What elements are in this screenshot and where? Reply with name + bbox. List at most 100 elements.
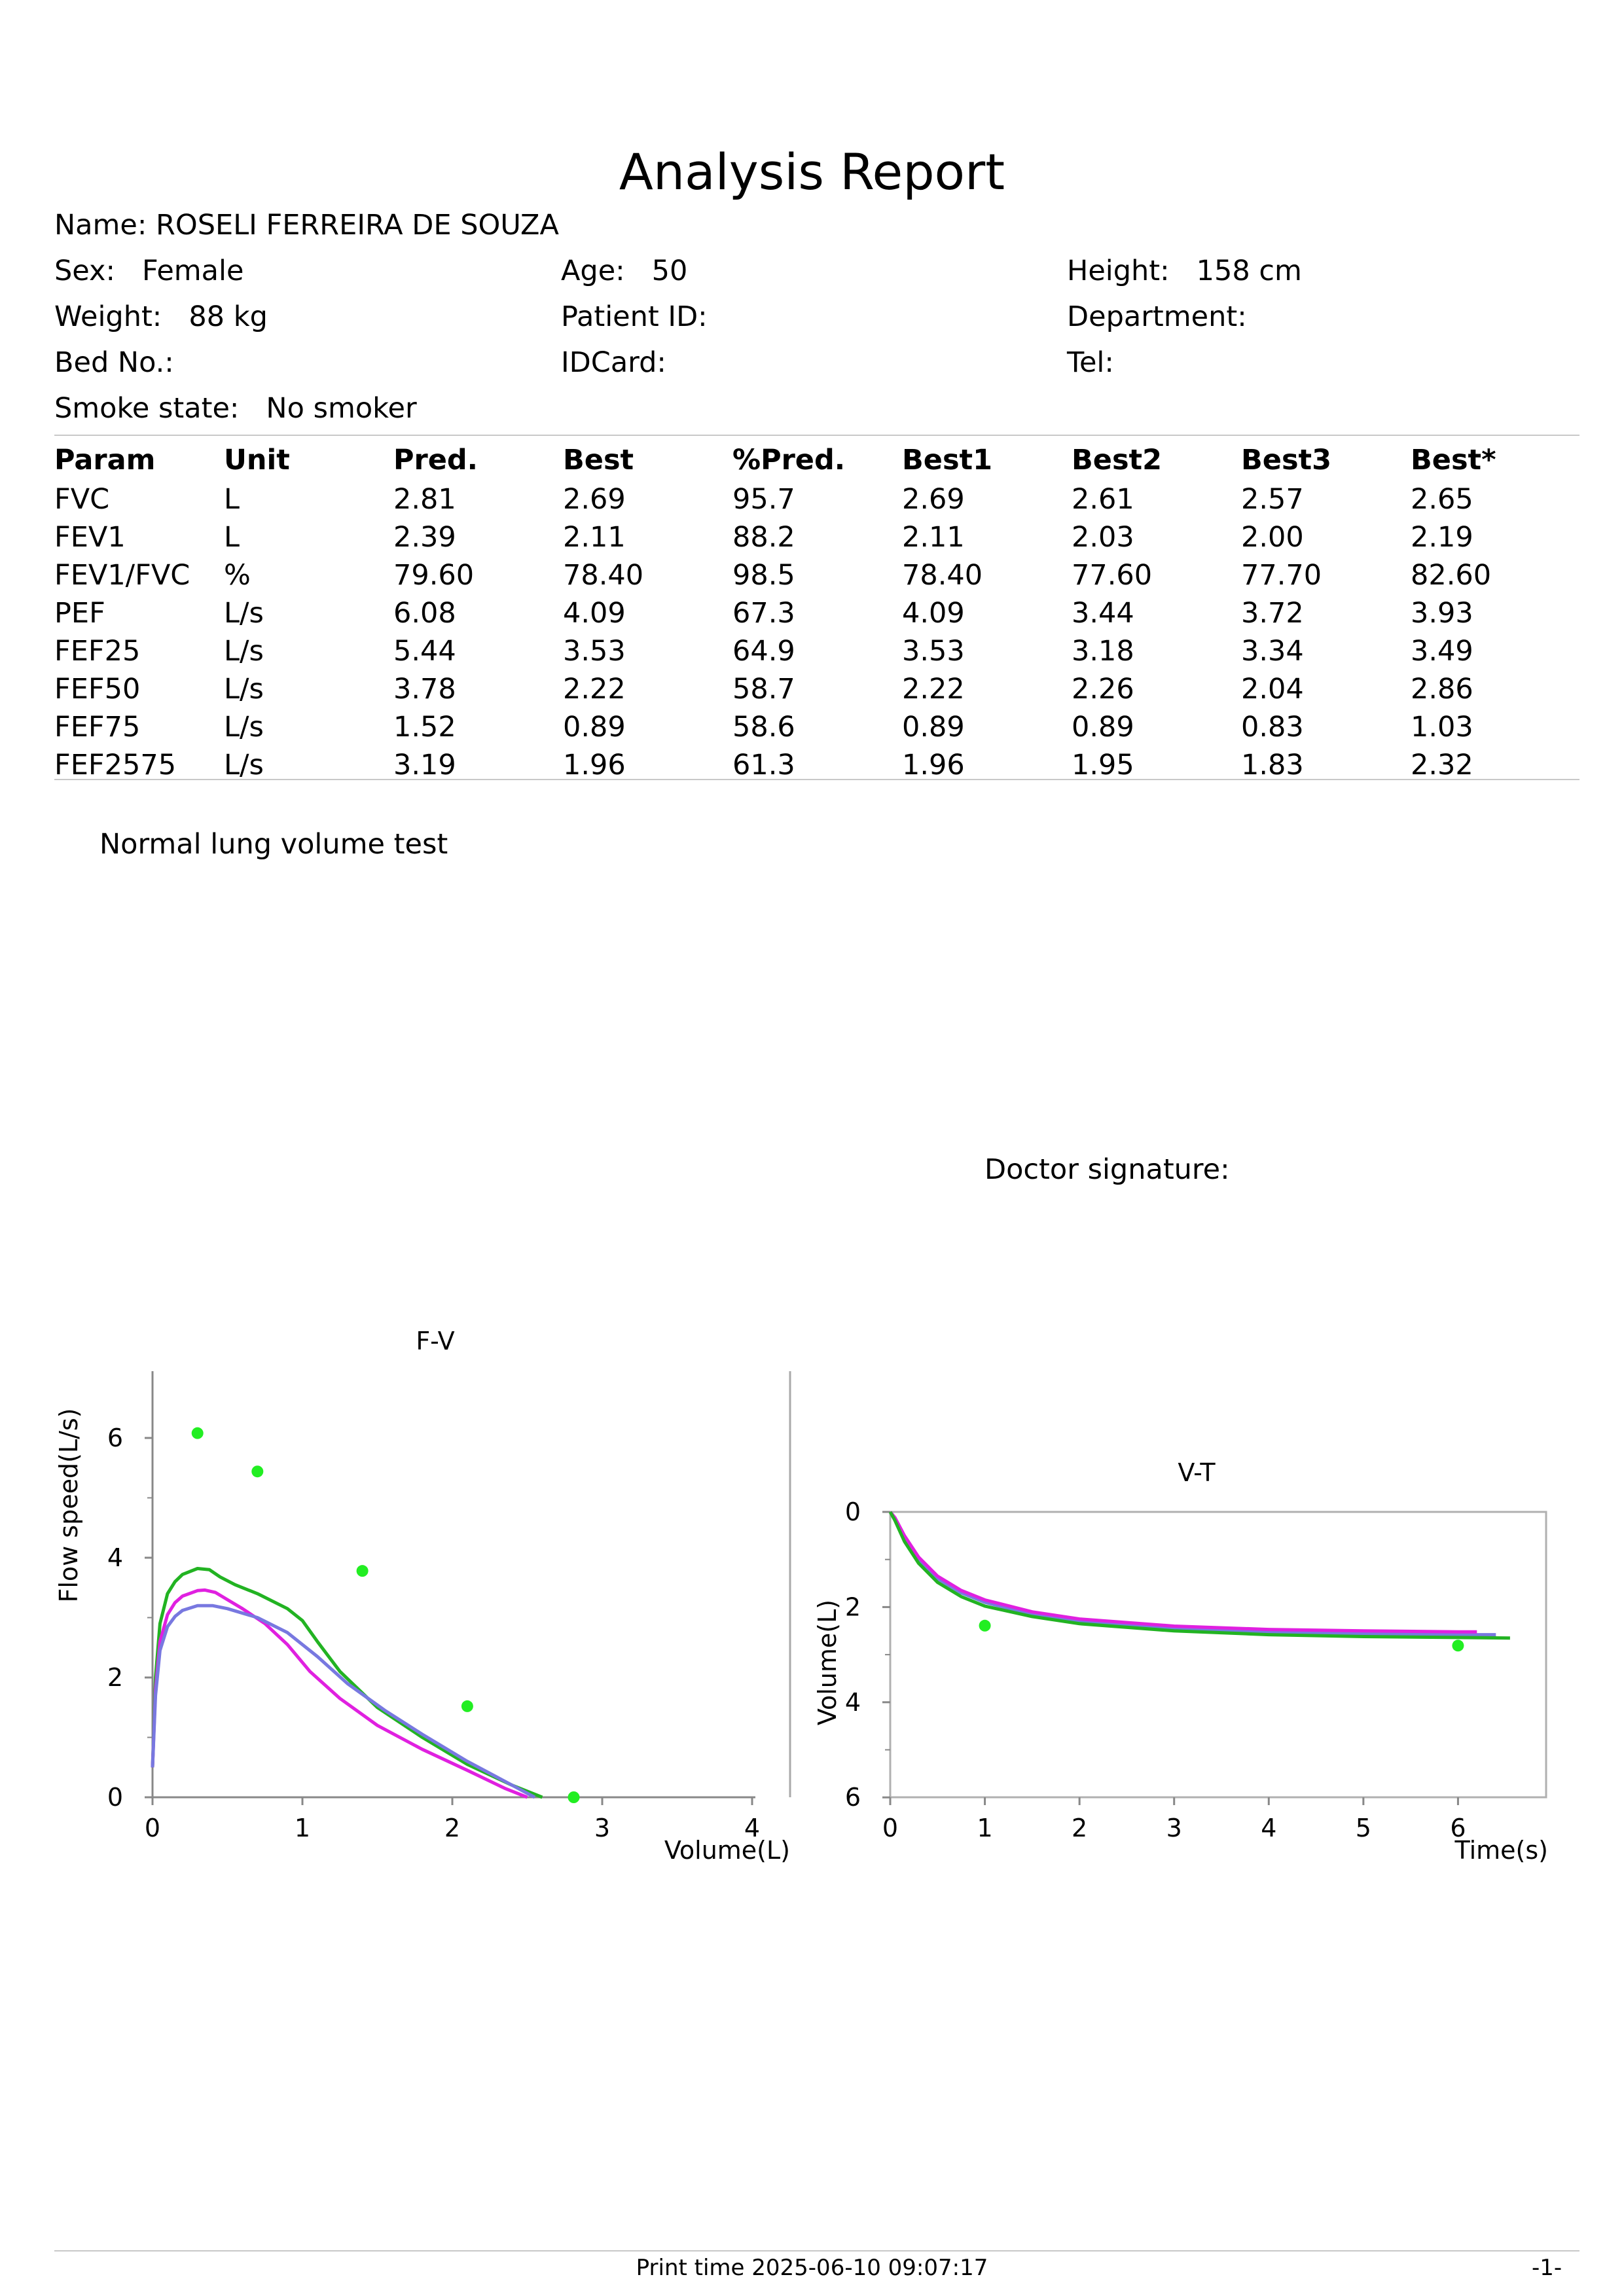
predicted-marker [568,1791,580,1803]
plot-frame [889,1511,1547,1799]
idcard-row: IDCard: [561,346,666,380]
table-row: FEF50 L/s 3.78 2.22 58.7 2.22 2.26 2.04 2.86 [54,670,1580,708]
y-axis-label: Flow speed(L/s) [54,1408,83,1602]
table-cell: 2.32 [1411,749,1473,781]
doctor-signature-label: Doctor signature: [984,1153,1230,1186]
column-header: Best2 [1072,444,1163,476]
report-title: Analysis Report [619,143,1005,201]
age-value: 50 [651,255,688,287]
x-tick-label: 0 [145,1814,160,1842]
table-cell: 3.49 [1411,635,1473,668]
parameter-table: Param Unit Pred. Best %Pred. Best1 Best2… [54,440,1580,784]
sex-value: Female [141,255,244,287]
predicted-marker [461,1700,473,1712]
table-cell: 1.83 [1241,749,1304,781]
table-cell: L [224,483,240,516]
series-line-green [888,1511,1510,1640]
table-cell: 2.65 [1411,483,1473,516]
table-cell: 2.61 [1072,483,1134,516]
department-label: Department: [1067,300,1247,333]
column-header: Best1 [902,444,993,476]
height-value: 158 cm [1196,255,1302,287]
table-cell: 78.40 [563,559,644,592]
table-cell: 64.9 [732,635,795,668]
patient-id-label: Patient ID: [561,300,708,333]
table-cell: 3.78 [393,673,456,706]
table-cell: 2.11 [902,521,965,554]
table-row: FEF25 L/s 5.44 3.53 64.9 3.53 3.18 3.34 3.49 [54,632,1580,670]
bed-row: Bed No.: [54,346,174,380]
x-tick-label: 4 [744,1814,760,1842]
x-tick-label: 3 [594,1814,610,1842]
predicted-marker [1452,1640,1464,1652]
table-cell: 82.60 [1411,559,1492,592]
x-tick-label: 1 [295,1814,310,1842]
table-cell: 2.00 [1241,521,1304,554]
age-label: Age: [561,255,625,287]
param-name-cell: FEV1 [54,521,126,554]
column-header: Param [54,444,156,476]
table-cell: 0.89 [902,711,965,744]
table-cell: 2.22 [563,673,626,706]
chart-title: V-T [1178,1458,1216,1487]
table-cell: 2.26 [1072,673,1134,706]
table-cell: 79.60 [393,559,475,592]
table-row: FVC L 2.81 2.69 95.7 2.69 2.61 2.57 2.65 [54,480,1580,518]
y-tick-label: 6 [845,1783,861,1812]
table-cell: 58.6 [732,711,795,744]
sex-row: Sex: Female [54,254,244,288]
y-tick-label: 2 [845,1592,861,1621]
table-cell: 77.70 [1241,559,1322,592]
table-row: FEV1/FVC% 79.60 78.40 98.5 78.40 77.60 77.70 82… [54,556,1580,594]
table-cell: 77.60 [1072,559,1153,592]
table-header-row: Param Unit Pred. Best %Pred. Best1 Best2… [54,440,1580,480]
table-cell: 2.39 [393,521,456,554]
series-line-magenta [151,1588,528,1799]
conclusion-text: Normal lung volume test [99,828,448,861]
height-row: Height: 158 cm [1067,254,1302,288]
fv-chart [145,1371,791,1805]
table-cell: 3.18 [1072,635,1134,668]
table-cell: 3.53 [902,635,965,668]
patient-id-row: Patient ID: [561,300,708,334]
x-tick-label: 2 [1072,1814,1087,1842]
table-bottom-divider [54,779,1579,780]
param-name-cell: FEF50 [54,673,141,706]
weight-label: Weight: [54,300,162,333]
y-tick-label: 0 [107,1783,123,1812]
table-cell: L [224,521,240,554]
height-label: Height: [1067,255,1170,287]
table-cell: 3.93 [1411,597,1473,630]
column-header: %Pred. [732,444,846,476]
table-cell: 1.95 [1072,749,1134,781]
table-cell: 3.19 [393,749,456,781]
vt-chart [882,1511,1547,1805]
y-tick-label: 6 [107,1424,123,1452]
param-name-cell: PEF [54,597,105,630]
table-body: FVC L 2.81 2.69 95.7 2.69 2.61 2.57 2.65 FEV1 L 2.3… [54,480,1580,784]
table-cell: 61.3 [732,749,795,781]
x-tick-label: 6 [1450,1814,1466,1842]
table-cell: 2.86 [1411,673,1473,706]
tel-label: Tel: [1067,346,1114,379]
table-cell: 2.69 [902,483,965,516]
table-cell: 1.96 [563,749,626,781]
y-tick-label: 2 [107,1663,123,1692]
table-cell: 95.7 [732,483,795,516]
y-tick-label: 0 [845,1498,861,1526]
table-cell: 0.89 [563,711,626,744]
table-cell: % [224,559,251,592]
chart-title: F-V [416,1327,454,1355]
series-line-blue [888,1511,1496,1637]
weight-row: Weight: 88 kg [54,300,268,334]
age-row: Age: 50 [561,254,687,288]
column-header: Best* [1411,444,1496,476]
x-tick-label: 2 [444,1814,460,1842]
table-cell: 2.03 [1072,521,1134,554]
param-name-cell: FEF75 [54,711,141,744]
x-tick-label: 1 [977,1814,992,1842]
table-cell: 2.11 [563,521,626,554]
param-name-cell: FEF2575 [54,749,177,781]
table-cell: 1.96 [902,749,965,781]
predicted-marker [356,1565,369,1577]
